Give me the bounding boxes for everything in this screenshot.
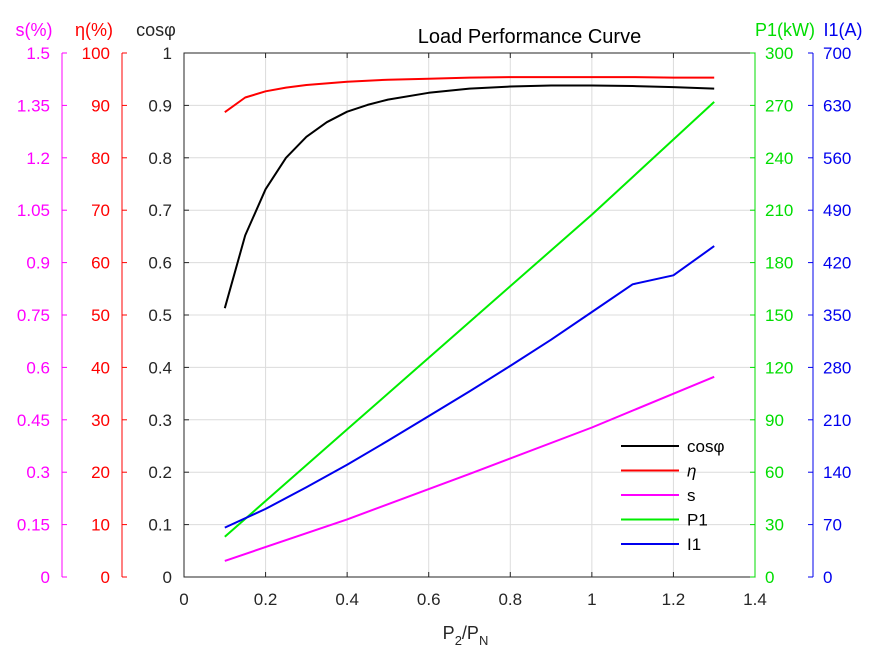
y-tick-label-cos: 0 [163, 568, 172, 587]
y-tick-label-eta: 90 [91, 96, 110, 115]
x-label-sub1: 2 [455, 633, 462, 648]
y-tick-label-p1: 300 [765, 44, 793, 63]
y-tick-label-cos: 0.3 [148, 411, 172, 430]
series-line-eta [224, 76, 715, 114]
y-tick-label-s: 1.05 [17, 201, 50, 220]
y-tick-label-eta: 40 [91, 358, 110, 377]
legend-label-p1: P1 [687, 511, 708, 530]
x-label-sub2: N [479, 633, 488, 648]
y-tick-label-i1: 700 [823, 44, 851, 63]
y-tick-label-cos: 0.4 [148, 358, 172, 377]
y-tick-label-s: 0.15 [17, 516, 50, 535]
axes-layer: 0 0.2 0.4 0.6 0.8 1 1.2 1.400.150.30.450.60.750… [16, 20, 863, 609]
x-tick-label: 0.4 [335, 590, 359, 609]
y-tick-label-cos: 0.2 [148, 463, 172, 482]
y-tick-label-s: 0.3 [26, 463, 50, 482]
y-tick-label-p1: 240 [765, 149, 793, 168]
y-tick-label-eta: 80 [91, 149, 110, 168]
series-line-s [224, 375, 715, 562]
y-tick-label-cos: 1 [163, 44, 172, 63]
y-tick-label-eta: 60 [91, 254, 110, 273]
y-axis-title-s: s(%) [16, 20, 53, 40]
y-tick-label-s: 0.9 [26, 254, 50, 273]
y-tick-label-i1: 560 [823, 149, 851, 168]
y-tick-label-eta: 10 [91, 516, 110, 535]
y-tick-label-eta: 50 [91, 306, 110, 325]
y-tick-label-cos: 0.5 [148, 306, 172, 325]
series-layer [223, 76, 715, 562]
y-tick-label-s: 0.45 [17, 411, 50, 430]
chart-title: Load Performance Curve [418, 26, 641, 48]
series-line-i1 [224, 245, 715, 529]
y-tick-label-cos: 0.8 [148, 149, 172, 168]
series-line-p1 [224, 101, 715, 538]
y-tick-label-i1: 70 [823, 516, 842, 535]
y-tick-label-p1: 210 [765, 201, 793, 220]
x-tick-label: 0.8 [498, 590, 522, 609]
y-tick-label-p1: 150 [765, 306, 793, 325]
y-tick-label-s: 0 [41, 568, 50, 587]
y-tick-label-p1: 0 [765, 568, 774, 587]
x-tick-label: 1 [587, 590, 596, 609]
legend-label-cos: cosφ [687, 437, 724, 456]
x-label-main: P [443, 623, 455, 643]
y-tick-label-p1: 60 [765, 463, 784, 482]
y-tick-label-i1: 210 [823, 411, 851, 430]
y-tick-label-cos: 0.6 [148, 254, 172, 273]
y-tick-label-i1: 630 [823, 96, 851, 115]
y-tick-label-p1: 90 [765, 411, 784, 430]
y-tick-label-i1: 350 [823, 306, 851, 325]
y-axis-title-eta: η(%) [75, 20, 113, 40]
y-axis-title-p1: P1(kW) [755, 20, 815, 40]
series-line-cos [223, 84, 715, 309]
y-tick-label-cos: 0.9 [148, 96, 172, 115]
legend: cosφ ηs P1 I1 [621, 437, 724, 554]
y-tick-label-p1: 180 [765, 254, 793, 273]
y-tick-label-s: 1.35 [17, 96, 50, 115]
y-tick-label-s: 0.75 [17, 306, 50, 325]
y-tick-label-p1: 120 [765, 358, 793, 377]
y-tick-label-p1: 30 [765, 516, 784, 535]
x-tick-label: 0 [179, 590, 188, 609]
x-axis-label: P2/PN [443, 623, 489, 648]
legend-label-s: s [687, 486, 696, 505]
y-tick-label-p1: 270 [765, 96, 793, 115]
x-tick-label: 0.6 [417, 590, 441, 609]
y-tick-label-i1: 490 [823, 201, 851, 220]
legend-label-eta: η [687, 462, 696, 481]
y-tick-label-i1: 0 [823, 568, 832, 587]
y-tick-label-cos: 0.7 [148, 201, 172, 220]
y-tick-label-s: 1.5 [26, 44, 50, 63]
y-tick-label-eta: 100 [82, 44, 110, 63]
y-tick-label-eta: 30 [91, 411, 110, 430]
legend-label-i1: I1 [687, 535, 701, 554]
y-tick-label-s: 1.2 [26, 149, 50, 168]
y-tick-label-i1: 280 [823, 358, 851, 377]
y-axis-title-i1: I1(A) [823, 20, 862, 40]
y-tick-label-eta: 70 [91, 201, 110, 220]
x-tick-label: 1.4 [743, 590, 767, 609]
y-tick-label-cos: 0.1 [148, 516, 172, 535]
y-tick-label-i1: 420 [823, 254, 851, 273]
y-tick-label-eta: 20 [91, 463, 110, 482]
y-axis-title-cos: cosφ [136, 20, 176, 40]
x-tick-label: 1.2 [662, 590, 686, 609]
y-tick-label-i1: 140 [823, 463, 851, 482]
x-tick-label: 0.2 [254, 590, 278, 609]
x-label-slash: /P [462, 623, 479, 643]
y-tick-label-eta: 0 [101, 568, 110, 587]
y-tick-label-s: 0.6 [26, 358, 50, 377]
